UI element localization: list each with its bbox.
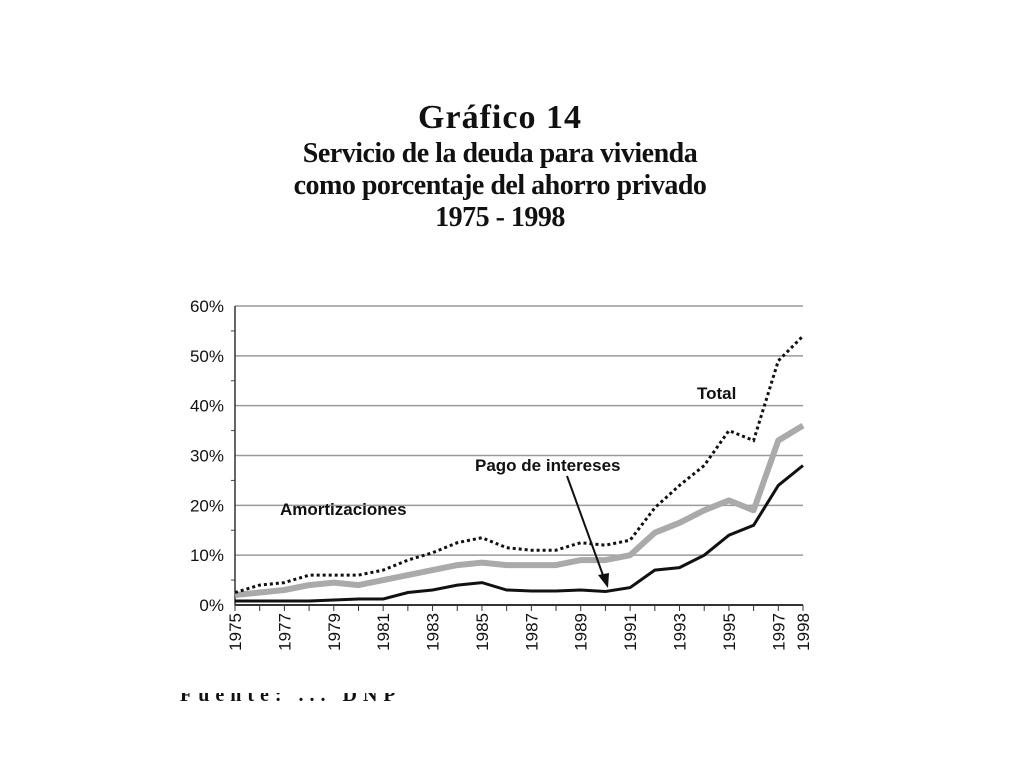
x-tick-label-1983: 1983 [424, 613, 443, 651]
source-note-text: Fuente: ... DNP [180, 693, 640, 703]
y-tick-label-0: 0% [199, 596, 224, 615]
x-tick-label-1989: 1989 [572, 613, 591, 651]
x-tick-label-1981: 1981 [374, 613, 393, 651]
annotation-arrow-line [566, 475, 605, 579]
y-tick-label-20: 20% [190, 496, 224, 515]
annotation-pago-de-intereses: Pago de intereses [475, 456, 621, 475]
grid-lines [235, 305, 803, 556]
annotation-arrow-head [598, 573, 609, 588]
y-tick-label-60: 60% [190, 297, 224, 316]
axes [231, 306, 804, 611]
tick-labels: 0% 10% 20% 30% 40% 50% 60% 1975 1977 1979 1981 1983… [190, 297, 813, 651]
chart-subtitle-line-2: como porcentaje del ahorro privado [293, 170, 707, 201]
y-tick-label-50: 50% [190, 347, 224, 366]
x-tick-label-1979: 1979 [325, 613, 344, 651]
annotation-total: Total [697, 384, 736, 403]
chart-period: 1975 - 1998 [435, 202, 565, 233]
x-tick-label-1998: 1998 [794, 613, 813, 651]
source-note: Fuente: ... DNP [180, 693, 640, 703]
annotation-amortizaciones: Amortizaciones [280, 500, 407, 519]
x-tick-label-1977: 1977 [275, 613, 294, 651]
series-line-amortizaciones [234, 423, 805, 598]
chart-title: Gráfico 14 [418, 99, 582, 136]
chart-title-block: Gráfico 14 Servicio de la deuda para viv… [0, 98, 1000, 234]
y-tick-label-40: 40% [190, 397, 224, 416]
x-tick-label-1993: 1993 [671, 613, 690, 651]
x-tick-label-1991: 1991 [621, 613, 640, 651]
x-tick-label-1995: 1995 [720, 613, 739, 651]
chart-subtitle-line-1: Servicio de la deuda para vivienda [302, 138, 698, 169]
series-lines [234, 334, 805, 603]
series-line-total [234, 334, 805, 594]
x-tick-label-1987: 1987 [522, 613, 541, 651]
annotations: Total Pago de intereses Amortizaciones [280, 384, 736, 588]
x-tick-label-1975: 1975 [226, 613, 245, 651]
x-tick-label-1997: 1997 [769, 613, 788, 651]
x-tick-label-1985: 1985 [473, 613, 492, 651]
y-tick-label-30: 30% [190, 447, 224, 466]
y-tick-label-10: 10% [190, 546, 224, 565]
series-line-pago-de-intereses [235, 464, 804, 603]
